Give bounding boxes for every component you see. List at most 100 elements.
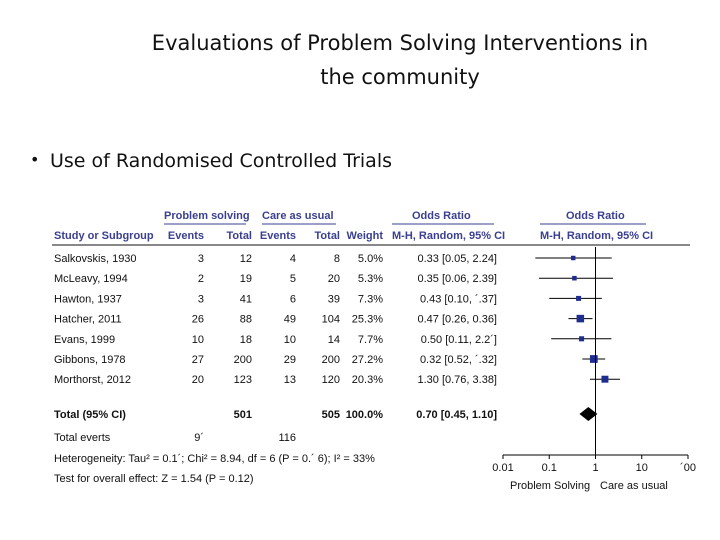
row-total-e: 18 — [240, 334, 252, 346]
row-ci: 0.35 [0.06, 2.39] — [417, 273, 497, 285]
effect-marker — [589, 355, 598, 363]
row-total-c: 120 — [322, 374, 340, 386]
table-row: Hawton, 1937 3 41 6 39 7.3% 0.43 [0.10, ´.37] — [54, 293, 497, 305]
row-ci: 0.47 [0.26, 0.36] — [417, 314, 497, 326]
col-header-weight: Weight — [347, 230, 384, 242]
total-total-e: 501 — [234, 409, 252, 421]
row-weight: 27.2% — [352, 354, 383, 366]
effect-marker — [576, 295, 582, 301]
row-study: Hawton, 1937 — [54, 293, 122, 305]
header-plot-odds-ratio: Odds Ratio — [566, 210, 625, 222]
effect-marker — [576, 314, 585, 323]
effect-marker — [601, 375, 609, 383]
slide-title-line2: the community — [320, 65, 480, 89]
row-ci: 0.33 [0.05, 2.24] — [417, 253, 497, 265]
row-weight: 7.7% — [358, 334, 383, 346]
row-events-e: 3 — [198, 293, 204, 305]
row-total-e: 123 — [234, 374, 252, 386]
row-ci: 0.43 [0.10, ´.37] — [420, 293, 497, 305]
bullet-dot-icon: • — [30, 150, 40, 169]
row-events-e: 20 — [192, 374, 204, 386]
row-events-e: 27 — [192, 354, 204, 366]
study-rows: Salkovskis, 1930 3 12 4 8 5.0% 0.33 [0.05, 2.2… — [54, 253, 497, 386]
bullet-text: Use of Randomised Controlled Trials — [50, 150, 392, 172]
total-ci: 0.70 [0.45, 1.10] — [416, 409, 497, 421]
row-total-e: 41 — [240, 293, 252, 305]
row-total-c: 104 — [322, 314, 340, 326]
header-control-group: Care as usual — [262, 210, 334, 222]
x-tick-label: 1 — [592, 462, 598, 474]
col-header-events-c: Events — [260, 230, 296, 242]
x-tick-label: 10 — [636, 462, 648, 474]
row-total-c: 20 — [328, 273, 340, 285]
plot-area: 0.01 0.1 1 10 ´00 — [492, 247, 696, 474]
row-weight: 5.3% — [358, 273, 383, 285]
row-study: Evans, 1999 — [54, 334, 115, 346]
table-row: Hatcher, 2011 26 88 49 104 25.3% 0.47 [0.26, 0… — [54, 314, 497, 326]
row-study: Hatcher, 2011 — [54, 314, 122, 326]
total-events-c: 116 — [278, 432, 296, 444]
header-odds-ratio: Odds Ratio — [412, 210, 471, 222]
col-header-method: M-H, Random, 95% CI — [392, 230, 505, 242]
row-ci: 1.30 [0.76, 3.38] — [417, 374, 497, 386]
total-total-c: 505 — [322, 409, 340, 421]
row-events-e: 10 — [192, 334, 204, 346]
row-events-e: 26 — [192, 314, 204, 326]
bullet-item: • Use of Randomised Controlled Trials — [30, 150, 392, 172]
row-events-c: 29 — [284, 354, 296, 366]
row-study: Morthorst, 2012 — [54, 374, 131, 386]
row-weight: 7.3% — [358, 293, 383, 305]
row-events-c: 13 — [284, 374, 296, 386]
row-total-c: 39 — [328, 293, 340, 305]
overall-effect-text: Test for overall effect: Z = 1.54 (P = 0… — [54, 473, 254, 485]
table-row: Salkovskis, 1930 3 12 4 8 5.0% 0.33 [0.05, 2.2… — [54, 253, 497, 265]
total-events-label: Total everts — [54, 432, 111, 444]
col-header-study: Study or Subgroup — [54, 230, 154, 242]
row-ci: 0.32 [0.52, ´.32] — [420, 354, 497, 366]
row-events-c: 10 — [284, 334, 296, 346]
table-row: Gibbons, 1978 27 200 29 200 27.2% 0.32 [0.52, … — [54, 354, 497, 366]
effect-marker — [579, 336, 585, 342]
effect-marker — [572, 275, 577, 281]
x-tick-label: 0.01 — [492, 462, 513, 474]
row-events-c: 6 — [290, 293, 296, 305]
row-ci: 0.50 [0.11, 2.2´] — [421, 334, 497, 346]
favours-left-label: Problem Solving — [510, 480, 590, 492]
col-header-total-c: Total — [315, 230, 340, 242]
table-row: McLeavy, 1994 2 19 5 20 5.3% 0.35 [0.06, 2.39] — [54, 273, 497, 285]
favours-right-label: Care as usual — [600, 480, 668, 492]
row-weight: 20.3% — [352, 374, 383, 386]
total-label: Total (95% CI) — [54, 409, 126, 421]
row-events-c: 4 — [290, 253, 296, 265]
total-events-e: 9´ — [194, 432, 204, 444]
total-weight: 100.0% — [346, 409, 384, 421]
pooled-diamond — [579, 407, 598, 421]
row-events-c: 49 — [284, 314, 296, 326]
row-total-e: 88 — [240, 314, 252, 326]
col-header-events-e: Events — [168, 230, 204, 242]
header-experimental-group: Problem solving — [164, 210, 250, 222]
row-events-c: 5 — [290, 273, 296, 285]
slide-title: Evaluations of Problem Solving Intervent… — [100, 26, 700, 94]
row-study: Salkovskis, 1930 — [54, 253, 137, 265]
row-total-c: 8 — [334, 253, 340, 265]
row-total-c: 14 — [328, 334, 340, 346]
row-total-e: 12 — [240, 253, 252, 265]
x-tick-label: ´00 — [680, 462, 696, 474]
row-study: McLeavy, 1994 — [54, 273, 128, 285]
row-total-e: 19 — [240, 273, 252, 285]
row-total-c: 200 — [322, 354, 340, 366]
row-study: Gibbons, 1978 — [54, 354, 126, 366]
row-weight: 5.0% — [358, 253, 383, 265]
row-total-e: 200 — [234, 354, 252, 366]
table-row: Evans, 1999 10 18 10 14 7.7% 0.50 [0.11, 2.2´] — [54, 334, 497, 346]
row-weight: 25.3% — [352, 314, 383, 326]
row-events-e: 2 — [198, 273, 204, 285]
effect-marker — [571, 255, 576, 261]
row-events-e: 3 — [198, 253, 204, 265]
x-tick-label: 0.1 — [542, 462, 557, 474]
col-header-plot-method: M-H, Random, 95% CI — [540, 230, 653, 242]
heterogeneity-text: Heterogeneity: Tau² = 0.1´; Chi² = 8.94,… — [54, 453, 375, 465]
slide-title-line1: Evaluations of Problem Solving Intervent… — [151, 31, 649, 55]
